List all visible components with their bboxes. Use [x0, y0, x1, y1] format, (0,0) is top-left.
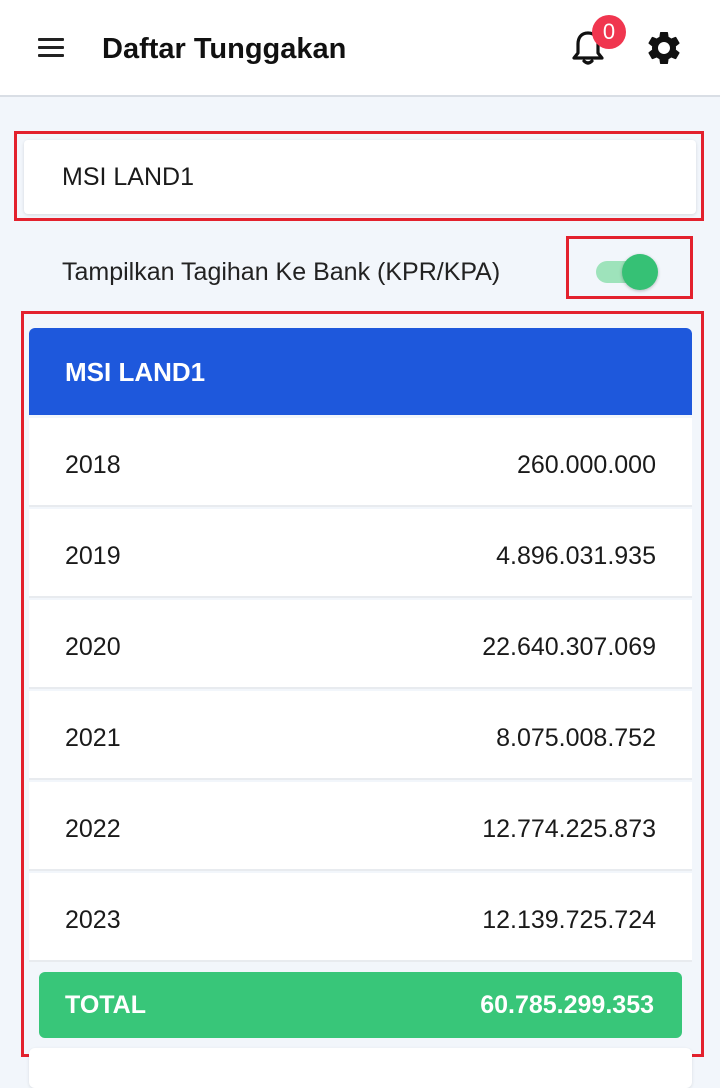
bank-toggle-label: Tampilkan Tagihan Ke Bank (KPR/KPA) [62, 258, 501, 286]
table-row: 2018 260.000.000 [29, 418, 692, 507]
table-row: 2022 12.774.225.873 [29, 782, 692, 871]
row-year: 2022 [65, 815, 121, 843]
row-year: 2018 [65, 451, 121, 479]
highlight-toggle [566, 236, 693, 299]
table-row: 2019 4.896.031.935 [29, 509, 692, 598]
row-amount: 22.640.307.069 [482, 633, 656, 661]
highlight-project-select [14, 131, 704, 221]
row-amount: 8.075.008.752 [496, 724, 656, 752]
row-amount: 12.774.225.873 [482, 815, 656, 843]
project-select[interactable]: MSI LAND1 [24, 140, 696, 214]
table-row: 2023 12.139.725.724 [29, 873, 692, 962]
notification-badge: 0 [592, 15, 626, 49]
total-value: 60.785.299.353 [480, 991, 654, 1019]
row-year: 2019 [65, 542, 121, 570]
menu-icon[interactable] [38, 38, 64, 58]
total-label: TOTAL [65, 991, 147, 1019]
table-row: 2021 8.075.008.752 [29, 691, 692, 780]
row-amount: 260.000.000 [516, 451, 656, 479]
row-year: 2021 [65, 724, 121, 752]
card-title: MSI LAND1 [65, 357, 206, 387]
highlight-card [21, 311, 704, 1057]
bank-toggle-switch[interactable] [594, 254, 660, 292]
table-row: 2020 22.640.307.069 [29, 600, 692, 689]
row-year: 2023 [65, 906, 121, 934]
page-title: Daftar Tunggakan [102, 33, 347, 65]
gear-icon[interactable] [644, 28, 684, 68]
row-amount: 12.139.725.724 [482, 906, 656, 934]
next-card [29, 1048, 692, 1088]
total-row: TOTAL 60.785.299.353 [39, 972, 682, 1038]
card-header: MSI LAND1 [29, 328, 692, 415]
row-amount: 4.896.031.935 [496, 542, 656, 570]
row-year: 2020 [65, 633, 121, 661]
project-select-value: MSI LAND1 [62, 163, 194, 191]
switch-thumb [622, 254, 658, 290]
app-bar: Daftar Tunggakan 0 [0, 0, 720, 97]
